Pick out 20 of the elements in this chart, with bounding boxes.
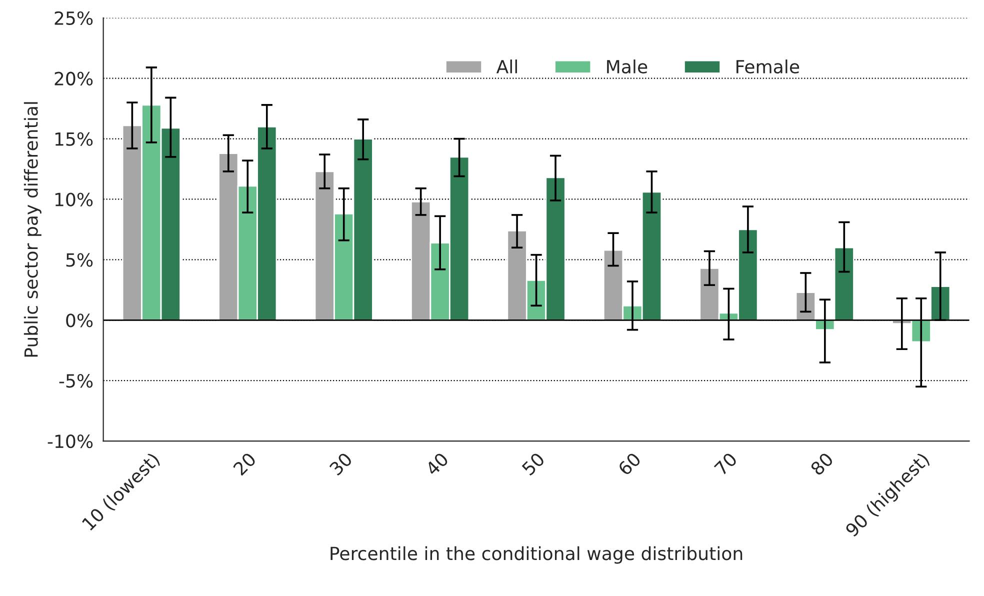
x-tick-label: 50 (521, 452, 546, 476)
y-axis-title: Public sector pay differential (24, 102, 42, 357)
x-tick-label: 30 (328, 452, 353, 476)
x-tick-label: 70 (714, 452, 738, 476)
y-tick-label: -5% (59, 374, 93, 388)
y-tick-label: 10% (55, 192, 93, 206)
y-tick-label: 25% (54, 11, 93, 25)
legend-label: Female (736, 60, 800, 74)
x-axis-title: Percentile in the conditional wage distribution (330, 546, 742, 564)
x-tick-label: 60 (617, 452, 642, 476)
x-tick-label: 80 (810, 452, 834, 476)
y-tick-label: 5% (66, 253, 93, 267)
y-tick-label: -10% (48, 434, 93, 448)
y-tick-label: 15% (55, 132, 93, 146)
legend-label: All (496, 60, 517, 74)
legend-label: Male (607, 60, 648, 74)
x-tick-label: 20 (232, 452, 257, 476)
y-tick-label: 20% (54, 72, 93, 86)
x-tick-label: 40 (424, 452, 450, 476)
y-tick-label: 0% (66, 314, 93, 328)
